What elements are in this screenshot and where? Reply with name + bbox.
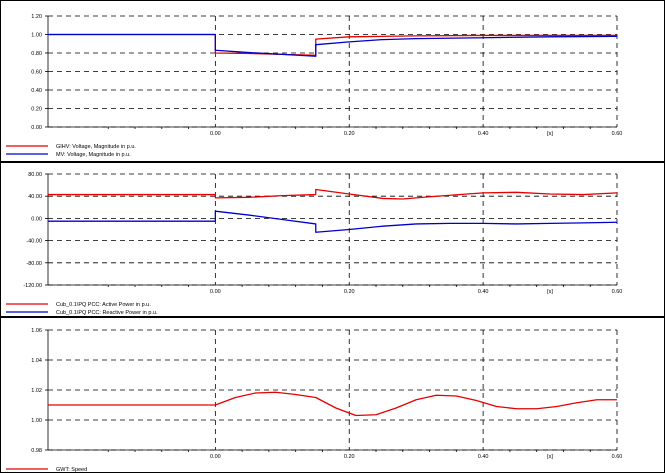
y-tick-label: 1.04 — [31, 358, 42, 364]
x-tick-label: 0.20 — [344, 454, 355, 460]
y-tick-label: 0.00 — [31, 216, 42, 222]
series-line-1 — [48, 391, 617, 417]
y-tick-label: 0.20 — [31, 107, 42, 113]
y-tick-label: 1.00 — [31, 33, 42, 39]
x-tick-label: 0.00 — [210, 454, 221, 460]
chart-panel-1: 0.00 0.20 0.40 0.60 [s] 0.00 0.20 0.40 0.60 0.80 1… — [0, 0, 665, 162]
y-tick-label: -120.00 — [23, 283, 42, 289]
x-tick-label: 0.40 — [478, 454, 489, 460]
y-tick-label: -80.00 — [26, 261, 42, 267]
panel-frame — [0, 317, 665, 473]
y-tick-label: 1.00 — [31, 418, 42, 424]
x-axis-unit: [s] — [547, 289, 553, 295]
y-tick-label: -40.00 — [26, 239, 42, 245]
y-tick-label: 1.20 — [31, 14, 42, 20]
y-tick-label: 0.60 — [31, 70, 42, 76]
y-tick-label: 0.98 — [31, 448, 42, 454]
x-tick-label: 0.40 — [478, 131, 489, 137]
legend-label: Cub_0.1\PQ PCC: Reactive Power in p.u. — [56, 310, 158, 316]
legend-label: GWT: Speed — [56, 467, 87, 473]
x-tick-label: 0.60 — [612, 454, 623, 460]
x-tick-label: 0.00 — [210, 131, 221, 137]
y-tick-label: 1.06 — [31, 328, 42, 334]
legend-label: MV: Voltage, Magnitude in p.u. — [56, 152, 131, 158]
y-tick-label: 0.80 — [31, 51, 42, 57]
series-line-2 — [48, 33, 618, 57]
panel-frame — [0, 0, 665, 162]
x-tick-label: 0.60 — [612, 131, 623, 137]
x-tick-label: 0.60 — [612, 289, 623, 295]
x-axis-unit: [s] — [547, 131, 553, 137]
legend-label: Cub_0.1\PQ PCC: Active Power in p.u. — [56, 302, 151, 308]
y-tick-label: 40.00 — [28, 194, 42, 200]
series-line-1 — [48, 188, 618, 200]
x-tick-label: 0.00 — [210, 289, 221, 295]
chart-panel-2: 0.00 0.20 0.40 0.60 [s] -120.00 -80.00 -40.00 0.… — [0, 162, 665, 317]
x-axis-unit: [s] — [547, 454, 553, 460]
chart-panel-3: 0.00 0.20 0.40 0.60 [s] 0.98 1.00 1.02 1.04 1.06 G… — [0, 317, 665, 473]
panel-frame — [0, 162, 665, 317]
y-tick-label: 80.00 — [28, 172, 42, 178]
x-tick-label: 0.20 — [344, 289, 355, 295]
y-tick-label: 1.02 — [31, 388, 42, 394]
x-tick-label: 0.20 — [344, 131, 355, 137]
x-tick-label: 0.40 — [478, 289, 489, 295]
y-tick-label: 0.40 — [31, 88, 42, 94]
y-tick-label: 0.00 — [31, 125, 42, 131]
series-line-2 — [48, 210, 618, 233]
legend-label: GIHV: Voltage, Magnitude in p.u. — [56, 144, 136, 150]
